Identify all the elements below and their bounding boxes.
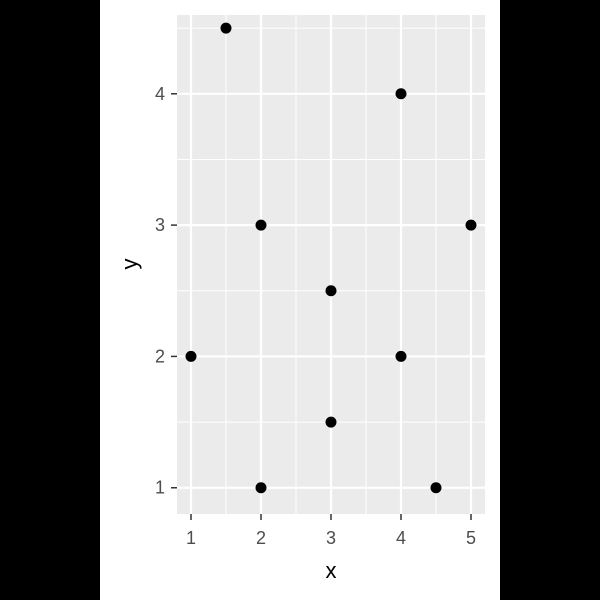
data-point [395, 350, 407, 362]
x-tick-label: 3 [326, 528, 336, 548]
y-axis-title: y [117, 259, 142, 270]
data-point [255, 482, 267, 494]
x-tick-label: 5 [466, 528, 476, 548]
y-tick-label: 2 [155, 346, 165, 366]
data-point [325, 416, 337, 428]
x-axis: 1 2 3 4 5 [186, 514, 476, 548]
data-point [325, 285, 337, 297]
data-point [255, 219, 267, 231]
y-axis: 1 2 3 4 [155, 84, 177, 498]
data-point [395, 88, 407, 100]
data-point [220, 22, 232, 34]
y-tick-label: 4 [155, 84, 165, 104]
x-tick-label: 2 [256, 528, 266, 548]
data-point [185, 350, 197, 362]
data-point [430, 482, 442, 494]
y-tick-label: 1 [155, 478, 165, 498]
x-tick-label: 1 [186, 528, 196, 548]
data-point [465, 219, 477, 231]
y-tick-label: 3 [155, 215, 165, 235]
x-axis-title: x [326, 558, 337, 583]
points-layer [185, 22, 477, 494]
x-tick-label: 4 [396, 528, 406, 548]
